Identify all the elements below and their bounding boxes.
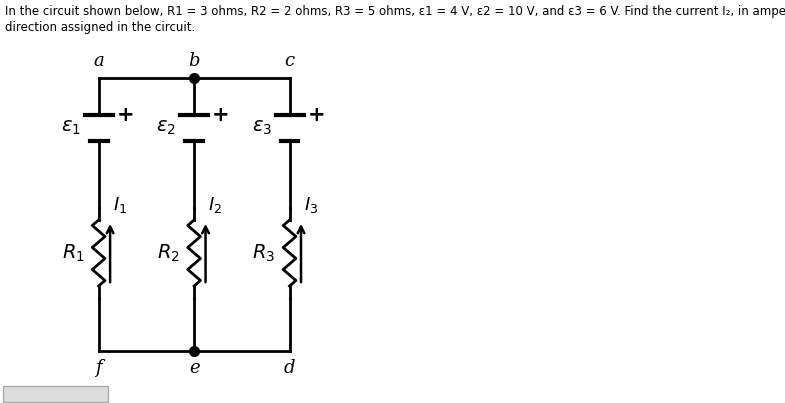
Text: a: a [93, 52, 104, 70]
Text: $\varepsilon_3$: $\varepsilon_3$ [252, 119, 272, 137]
Text: $R_1$: $R_1$ [62, 242, 85, 264]
Text: $R_3$: $R_3$ [253, 242, 276, 264]
Text: direction assigned in the circuit.: direction assigned in the circuit. [5, 21, 195, 34]
Text: f: f [95, 359, 102, 377]
Text: +: + [212, 105, 229, 125]
Text: $I_3$: $I_3$ [304, 195, 318, 215]
Text: +: + [116, 105, 134, 125]
Text: +: + [308, 105, 325, 125]
Text: e: e [188, 359, 199, 377]
Text: c: c [284, 52, 294, 70]
Bar [3, 386, 108, 402]
Text: $I_1$: $I_1$ [112, 195, 127, 215]
Text: d: d [284, 359, 295, 377]
Text: In the circuit shown below, R1 = 3 ohms, R2 = 2 ohms, R3 = 5 ohms, ε1 = 4 V, ε2 : In the circuit shown below, R1 = 3 ohms,… [5, 5, 785, 18]
Text: $I_2$: $I_2$ [208, 195, 222, 215]
Text: $R_2$: $R_2$ [157, 242, 180, 264]
Text: b: b [188, 52, 200, 70]
Text: $\varepsilon_2$: $\varepsilon_2$ [156, 119, 177, 137]
Text: $\varepsilon_1$: $\varepsilon_1$ [61, 119, 81, 137]
